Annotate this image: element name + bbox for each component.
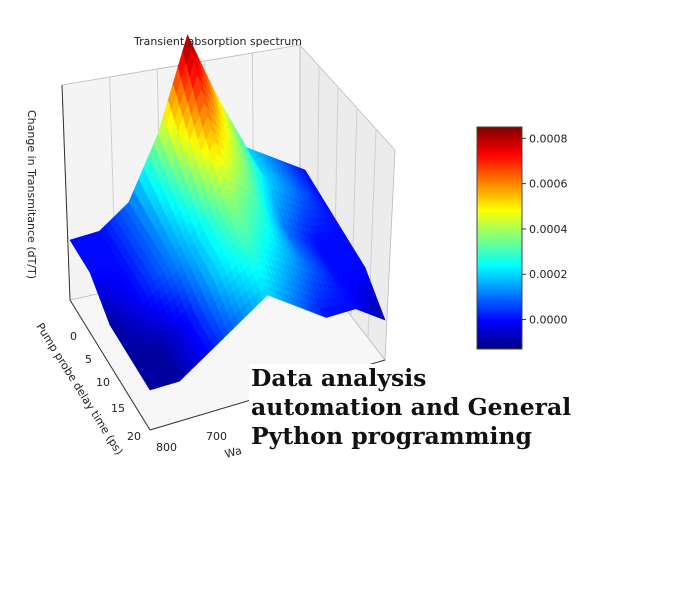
wavelength-ticks: 800 700 [156, 430, 227, 454]
wavelength-tick: 800 [156, 441, 177, 454]
surface [69, 33, 386, 391]
delay-ticks: 0 5 10 15 20 [70, 330, 141, 443]
colorbar-tick-label: 0.0004 [529, 223, 568, 236]
caption-line: Python programming [251, 422, 532, 450]
wavelength-axis-label: Wa [223, 444, 243, 461]
z-axis-label: Change in Transmitance (dT/T) [25, 110, 38, 279]
caption-line: Data analysis [251, 364, 427, 392]
caption-line: automation and General [251, 393, 572, 421]
overlay-caption: Data analysis automation and General Pyt… [249, 364, 576, 453]
chart-title: Transient absorption spectrum [133, 35, 302, 48]
colorbar-ticks: 0.0000 0.0002 0.0004 0.0006 0.0008 [522, 132, 568, 327]
delay-tick: 20 [127, 430, 141, 443]
surface-patch [146, 382, 156, 391]
delay-tick: 5 [85, 353, 92, 366]
delay-tick: 0 [70, 330, 77, 343]
colorbar-tick-label: 0.0008 [529, 132, 568, 145]
colorbar [476, 126, 523, 350]
delay-tick: 15 [111, 402, 125, 415]
colorbar-tick-label: 0.0002 [529, 268, 568, 281]
colorbar-tick-label: 0.0000 [529, 314, 568, 327]
colorbar-tick-label: 0.0006 [529, 178, 568, 191]
delay-tick: 10 [96, 376, 110, 389]
wavelength-tick: 700 [206, 430, 227, 443]
